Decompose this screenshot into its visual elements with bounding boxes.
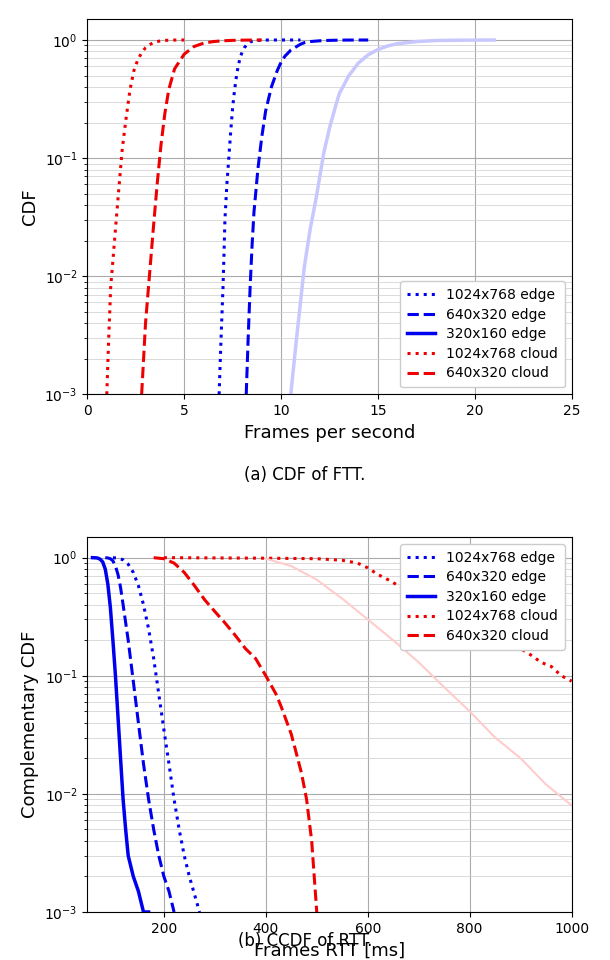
X-axis label: Frames per second: Frames per second [244, 423, 415, 442]
Legend: 1024x768 edge, 640x320 edge, 320x160 edge, 1024x768 cloud, 640x320 cloud: 1024x768 edge, 640x320 edge, 320x160 edg… [400, 543, 565, 650]
Y-axis label: CDF: CDF [21, 188, 39, 225]
Legend: 1024x768 edge, 640x320 edge, 320x160 edge, 1024x768 cloud, 640x320 cloud: 1024x768 edge, 640x320 edge, 320x160 edg… [400, 281, 565, 388]
X-axis label: Frames RTT [ms]: Frames RTT [ms] [254, 941, 405, 959]
Y-axis label: Complementary CDF: Complementary CDF [21, 631, 39, 818]
Text: (a) CDF of FTT.: (a) CDF of FTT. [245, 467, 365, 484]
Text: (b) CCDF of RTT.: (b) CCDF of RTT. [238, 932, 372, 949]
